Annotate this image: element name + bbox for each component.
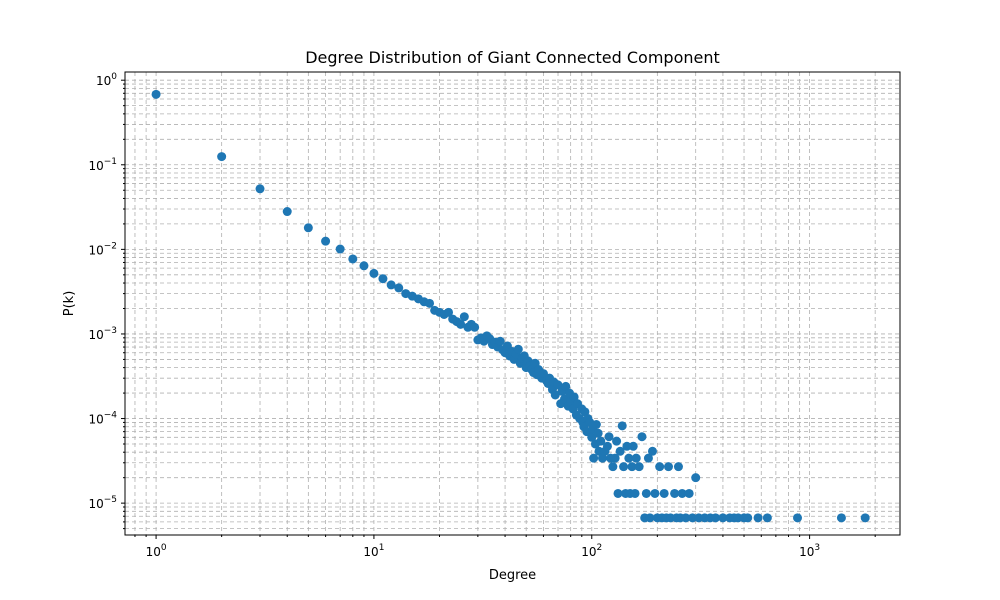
plot-area-frame — [124, 71, 901, 536]
data-point — [743, 513, 753, 523]
data-point — [634, 462, 644, 472]
data-point — [459, 312, 469, 322]
data-point — [631, 453, 641, 463]
data-point — [615, 446, 625, 456]
data-point — [597, 453, 607, 463]
data-point — [836, 513, 846, 523]
data-point — [369, 268, 379, 278]
y-tick-label: 100 — [96, 72, 117, 88]
data-point — [691, 473, 701, 483]
x-tick-label: 100 — [146, 543, 167, 559]
data-point — [593, 428, 603, 438]
data-point — [602, 441, 612, 451]
data-point — [753, 513, 763, 523]
data-point — [650, 488, 660, 498]
data-point — [580, 407, 590, 417]
data-point — [321, 236, 331, 246]
data-point — [628, 441, 638, 451]
y-tick-label: 10−2 — [88, 241, 117, 257]
data-point — [359, 261, 369, 271]
x-axis-label: Degree — [489, 568, 536, 583]
data-point — [282, 207, 292, 217]
tick-layer: 100 101 102 103 100 10−1 10−2 10−3 10−4 10−5 — [88, 72, 876, 559]
data-point — [612, 436, 622, 446]
data-point — [673, 462, 683, 472]
data-point — [630, 488, 640, 498]
data-point — [386, 280, 396, 290]
data-point — [659, 488, 669, 498]
data-point — [444, 307, 454, 317]
points-layer — [151, 89, 870, 523]
data-point — [456, 319, 466, 329]
data-point — [335, 244, 345, 254]
data-point — [647, 446, 657, 456]
data-point — [860, 513, 870, 523]
data-point — [624, 453, 634, 463]
data-point — [303, 223, 313, 233]
grid-layer — [125, 72, 900, 535]
data-point — [619, 462, 629, 472]
chart-title: Degree Distribution of Giant Connected C… — [305, 48, 720, 67]
data-point — [613, 488, 623, 498]
y-axis-label: P(k) — [62, 291, 77, 317]
data-point — [645, 513, 655, 523]
data-point — [608, 462, 618, 472]
data-point — [217, 152, 227, 162]
data-point — [718, 513, 728, 523]
data-point — [589, 453, 599, 463]
data-point — [591, 420, 601, 430]
data-point — [255, 184, 265, 194]
data-point — [151, 89, 161, 99]
data-point — [378, 274, 388, 284]
y-tick-label: 10−1 — [88, 157, 117, 173]
data-point — [495, 336, 505, 346]
data-point — [762, 513, 772, 523]
data-point — [681, 513, 691, 523]
data-point — [711, 513, 721, 523]
data-point — [610, 453, 620, 463]
data-point — [604, 432, 614, 442]
data-point — [470, 322, 480, 332]
x-tick-label: 101 — [363, 543, 384, 559]
data-point — [793, 513, 803, 523]
data-point — [561, 381, 571, 391]
y-tick-label: 10−3 — [88, 326, 117, 342]
data-point — [587, 432, 597, 442]
data-point — [569, 392, 579, 402]
data-point — [687, 513, 697, 523]
data-point — [655, 462, 665, 472]
data-point — [677, 488, 687, 498]
data-point — [641, 488, 651, 498]
data-point — [643, 453, 653, 463]
data-point — [622, 441, 632, 451]
data-point — [513, 344, 523, 354]
data-point — [637, 432, 647, 442]
data-point — [684, 488, 694, 498]
x-tick-label: 103 — [799, 543, 820, 559]
data-point — [670, 488, 680, 498]
data-point — [394, 283, 404, 293]
x-tick-label: 102 — [581, 543, 602, 559]
data-point — [663, 462, 673, 472]
data-point — [596, 436, 606, 446]
data-point — [627, 462, 637, 472]
data-point — [538, 369, 548, 379]
y-tick-label: 10−5 — [88, 495, 117, 511]
data-point — [425, 298, 435, 308]
data-point — [550, 390, 560, 400]
y-tick-label: 10−4 — [88, 411, 117, 427]
data-point — [617, 421, 627, 431]
data-point — [348, 254, 358, 264]
